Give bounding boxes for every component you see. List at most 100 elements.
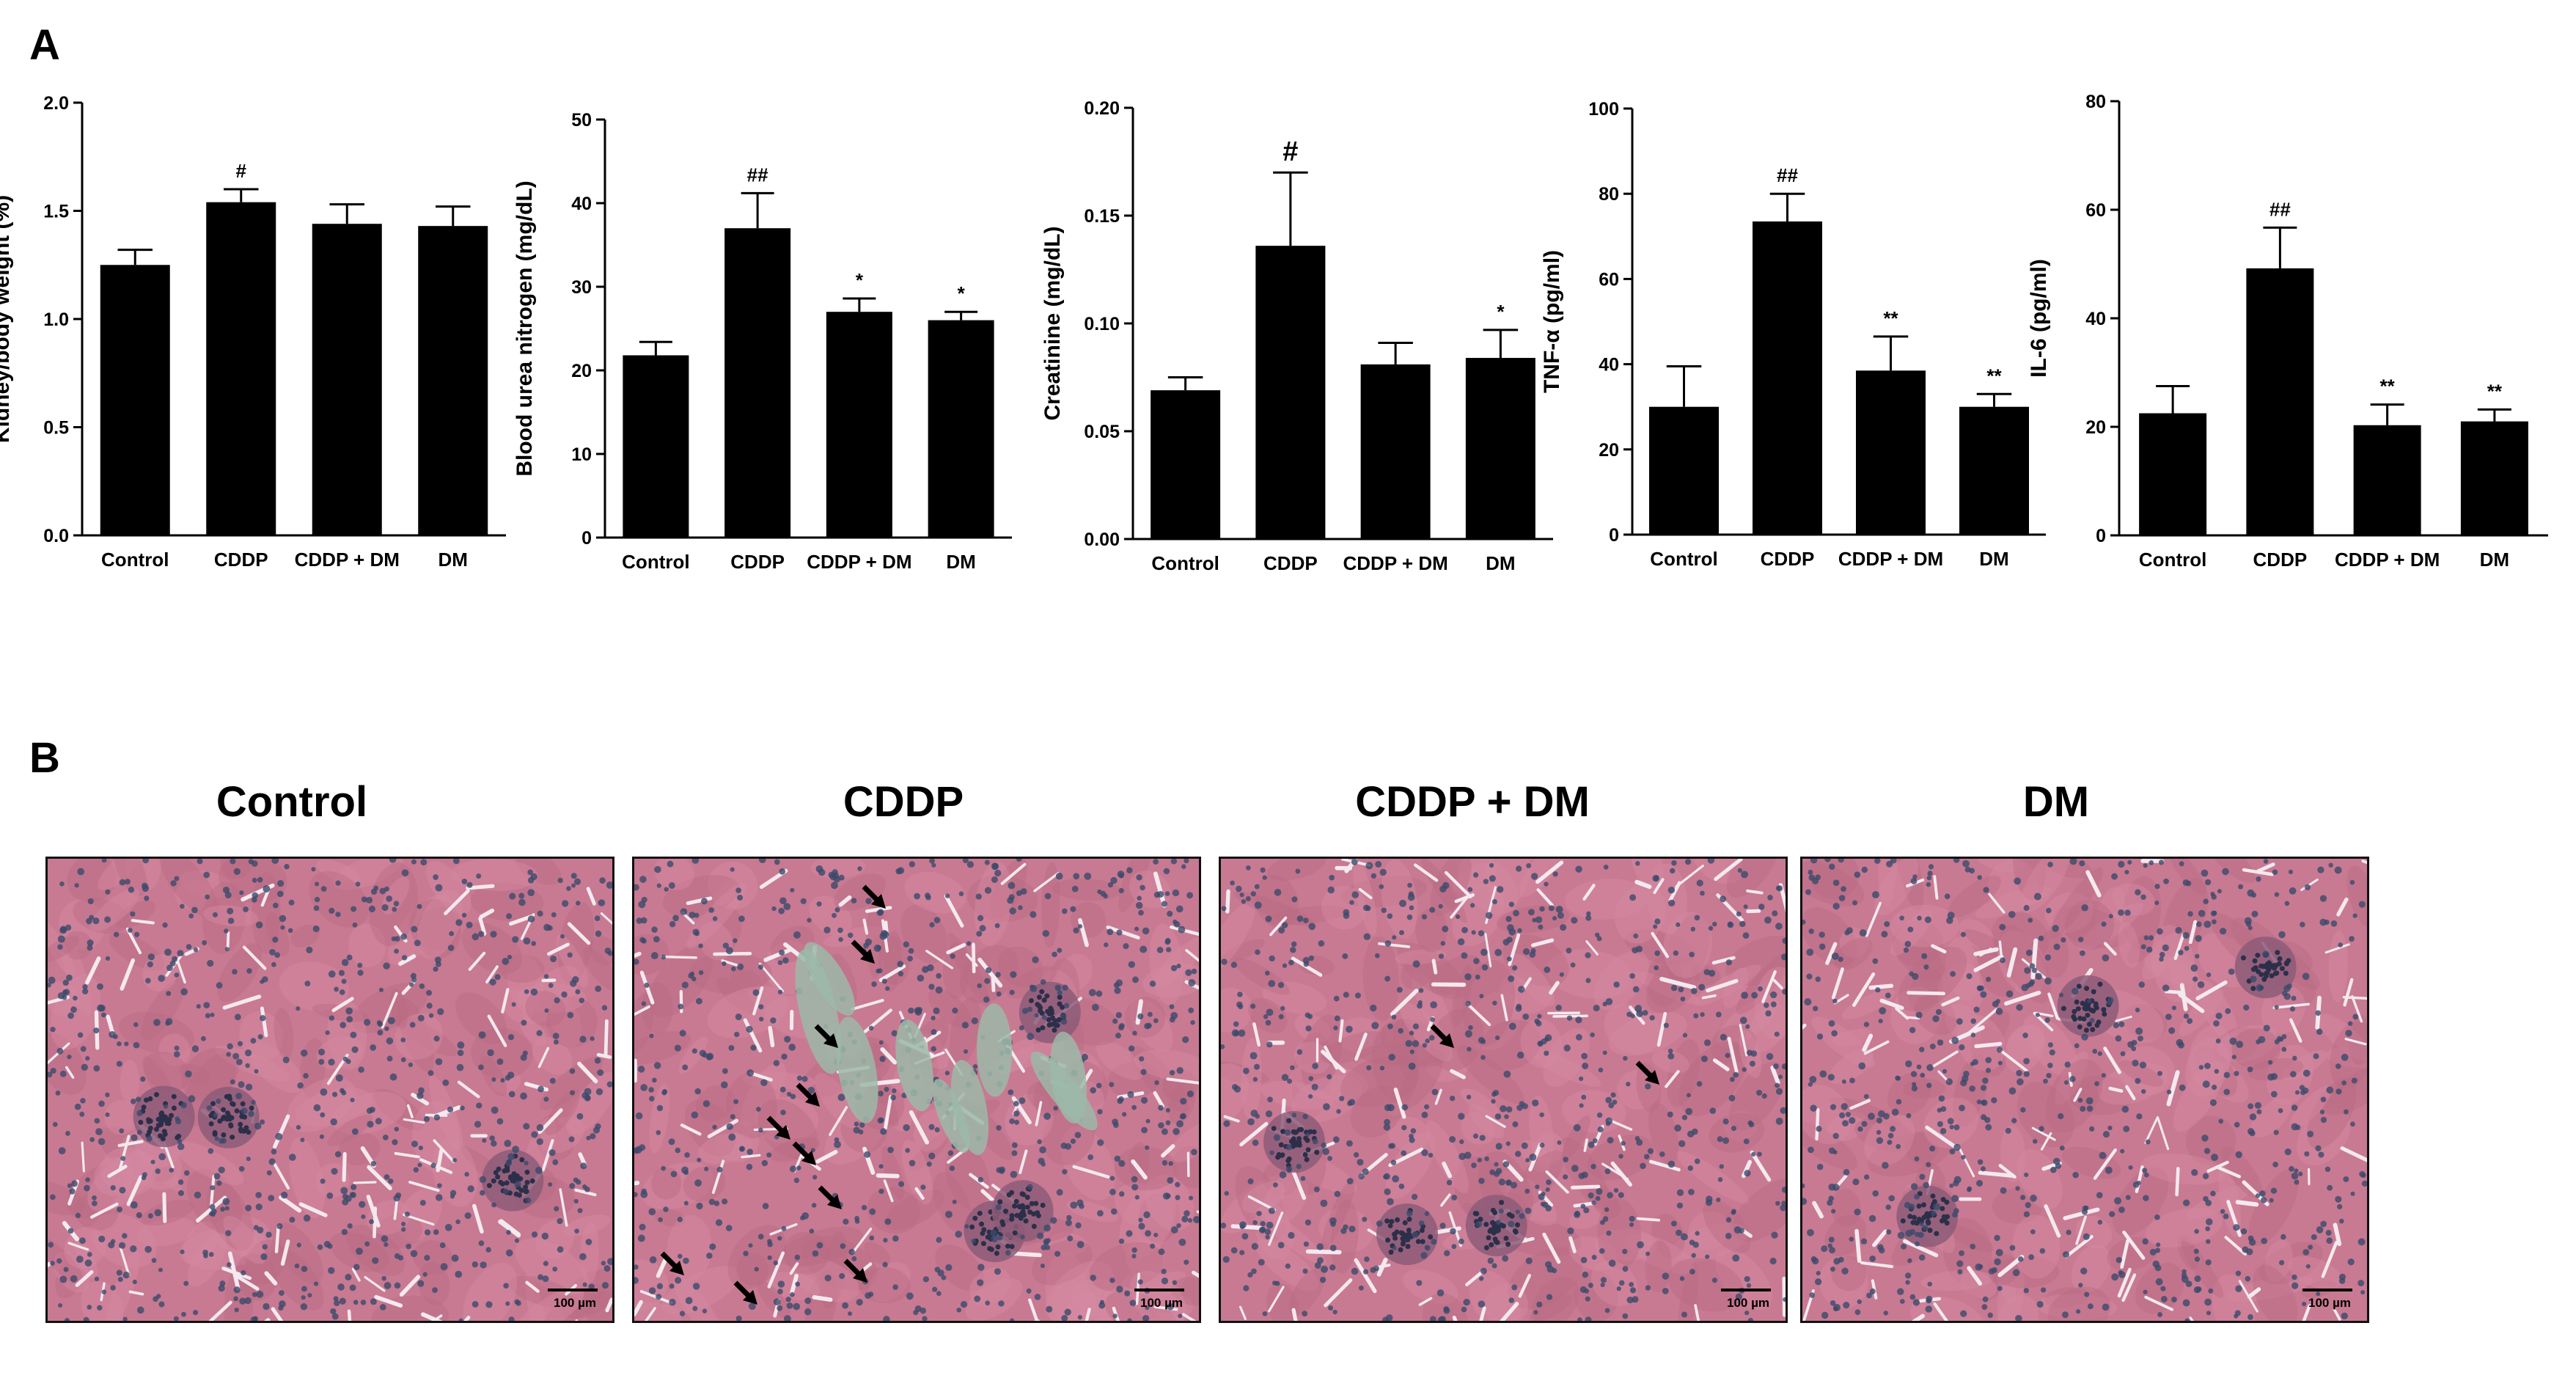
y-axis-label: IL-6 (pg/ml) <box>2027 259 2051 378</box>
y-tick-label: 60 <box>2085 200 2106 221</box>
x-tick-label: Control <box>101 549 169 571</box>
x-tick-label: CDDP + DM <box>1838 548 1943 570</box>
y-axis-label: Blood urea nitrogen (mg/dL) <box>513 180 537 476</box>
bar <box>1255 246 1326 539</box>
micrograph-title-dm: DM <box>2022 778 2090 826</box>
x-tick-label: CDDP <box>1263 552 1318 574</box>
x-tick-label: Control <box>1650 548 1717 570</box>
x-tick-label: DM <box>1979 548 2008 570</box>
y-tick-label: 20 <box>1599 440 1619 461</box>
significance-marker: # <box>236 160 247 182</box>
y-tick-label: 0.5 <box>43 418 69 439</box>
y-tick-label: 0 <box>1609 525 1619 546</box>
bar <box>1360 364 1431 539</box>
bar <box>1649 406 1719 535</box>
y-tick-label: 0.10 <box>1084 314 1120 334</box>
scale-bar-label: 100 µm <box>1140 1296 1183 1310</box>
significance-marker: * <box>958 282 966 304</box>
significance-marker: ## <box>2269 198 2291 220</box>
micrograph-title-control: Control <box>216 778 368 826</box>
scale-bar-label: 100 µm <box>2308 1296 2351 1310</box>
y-tick-label: 0.05 <box>1084 422 1120 442</box>
bar <box>1151 390 1221 539</box>
scale-bar <box>548 1289 598 1291</box>
y-tick-label: 50 <box>571 110 592 131</box>
micrograph-dm: 100 µm <box>1800 857 2369 1323</box>
bar <box>724 228 791 538</box>
x-tick-label: CDDP <box>1761 548 1815 570</box>
y-tick-label: 1.5 <box>43 202 69 222</box>
y-tick-label: 0.00 <box>1084 529 1120 550</box>
tissue-texture <box>634 859 1199 1321</box>
scale-bar-label: 100 µm <box>1727 1296 1769 1310</box>
bar <box>100 265 170 535</box>
significance-marker: ** <box>1986 364 2002 386</box>
bar-charts-panel-a: 0.0 0.5 1.0 1.5 2.0 Kidney/body weight (%) Con… <box>0 92 2548 574</box>
bar <box>2139 413 2207 535</box>
y-tick-label: 1.0 <box>43 309 69 330</box>
y-tick-label: 60 <box>1599 269 1619 290</box>
tissue-texture <box>1221 859 1786 1321</box>
significance-marker: * <box>856 269 864 291</box>
significance-marker: ## <box>747 164 768 186</box>
x-tick-label: CDDP + DM <box>807 551 911 573</box>
x-tick-label: CDDP + DM <box>295 549 400 571</box>
significance-marker: ** <box>1883 307 1898 329</box>
x-tick-label: DM <box>1486 552 1515 574</box>
scale-bar-label: 100 µm <box>554 1296 596 1310</box>
significance-marker: ## <box>1777 164 1798 186</box>
bar <box>928 320 994 538</box>
y-tick-label: 40 <box>571 194 592 214</box>
significance-marker: ** <box>2380 375 2396 397</box>
panel-label-a: A <box>29 21 60 69</box>
x-tick-label: CDDP <box>2253 549 2308 571</box>
x-tick-label: CDDP <box>730 551 785 573</box>
x-tick-label: CDDP + DM <box>1343 552 1447 574</box>
y-axis-label: TNF-α (pg/ml) <box>1540 250 1564 393</box>
y-tick-label: 80 <box>2085 92 2106 112</box>
significance-marker: * <box>1497 301 1505 323</box>
y-tick-label: 10 <box>571 444 592 465</box>
bar <box>2353 425 2421 535</box>
x-tick-label: CDDP <box>214 549 268 571</box>
bar <box>623 355 689 538</box>
y-tick-label: 100 <box>1588 99 1619 120</box>
micrograph-cddp-dm: 100 µm <box>1219 857 1788 1323</box>
x-tick-label: DM <box>2480 549 2509 571</box>
significance-marker: ** <box>2487 380 2503 402</box>
y-tick-label: 0.20 <box>1084 98 1120 119</box>
x-tick-label: Control <box>2139 549 2206 571</box>
y-tick-label: 2.0 <box>43 93 69 114</box>
x-tick-label: Control <box>1151 552 1219 574</box>
x-tick-label: CDDP + DM <box>2335 549 2440 571</box>
y-tick-label: 0 <box>581 528 592 549</box>
y-tick-label: 40 <box>2085 309 2106 329</box>
bar <box>1465 358 1535 539</box>
y-tick-label: 0.15 <box>1084 206 1120 227</box>
micrograph-control: 100 µm <box>45 857 614 1323</box>
y-tick-label: 20 <box>571 361 592 381</box>
bar <box>826 312 892 538</box>
scale-bar <box>1134 1289 1184 1291</box>
bar <box>418 226 488 535</box>
x-tick-label: Control <box>622 551 689 573</box>
micrograph-cddp: 100 µm <box>632 857 1201 1323</box>
y-tick-label: 20 <box>2085 417 2106 438</box>
panel-label-b: B <box>29 734 60 782</box>
micrograph-title-cddp-dm: CDDP + DM <box>1355 778 1590 826</box>
x-tick-label: DM <box>438 549 468 571</box>
bar <box>1753 221 1822 535</box>
bar <box>2246 268 2314 535</box>
bar <box>1959 406 2029 535</box>
x-tick-label: DM <box>946 551 975 573</box>
scale-bar <box>2302 1289 2352 1291</box>
bar <box>1856 370 1926 535</box>
y-tick-label: 40 <box>1599 355 1619 375</box>
y-axis-label: Kidney/body weight (%) <box>0 195 14 443</box>
y-axis-label: Creatinine (mg/dL) <box>1041 226 1065 420</box>
y-tick-label: 80 <box>1599 184 1619 205</box>
y-tick-label: 0.0 <box>43 526 69 546</box>
bar <box>2460 421 2528 535</box>
bar <box>312 224 382 535</box>
bar <box>206 202 276 535</box>
